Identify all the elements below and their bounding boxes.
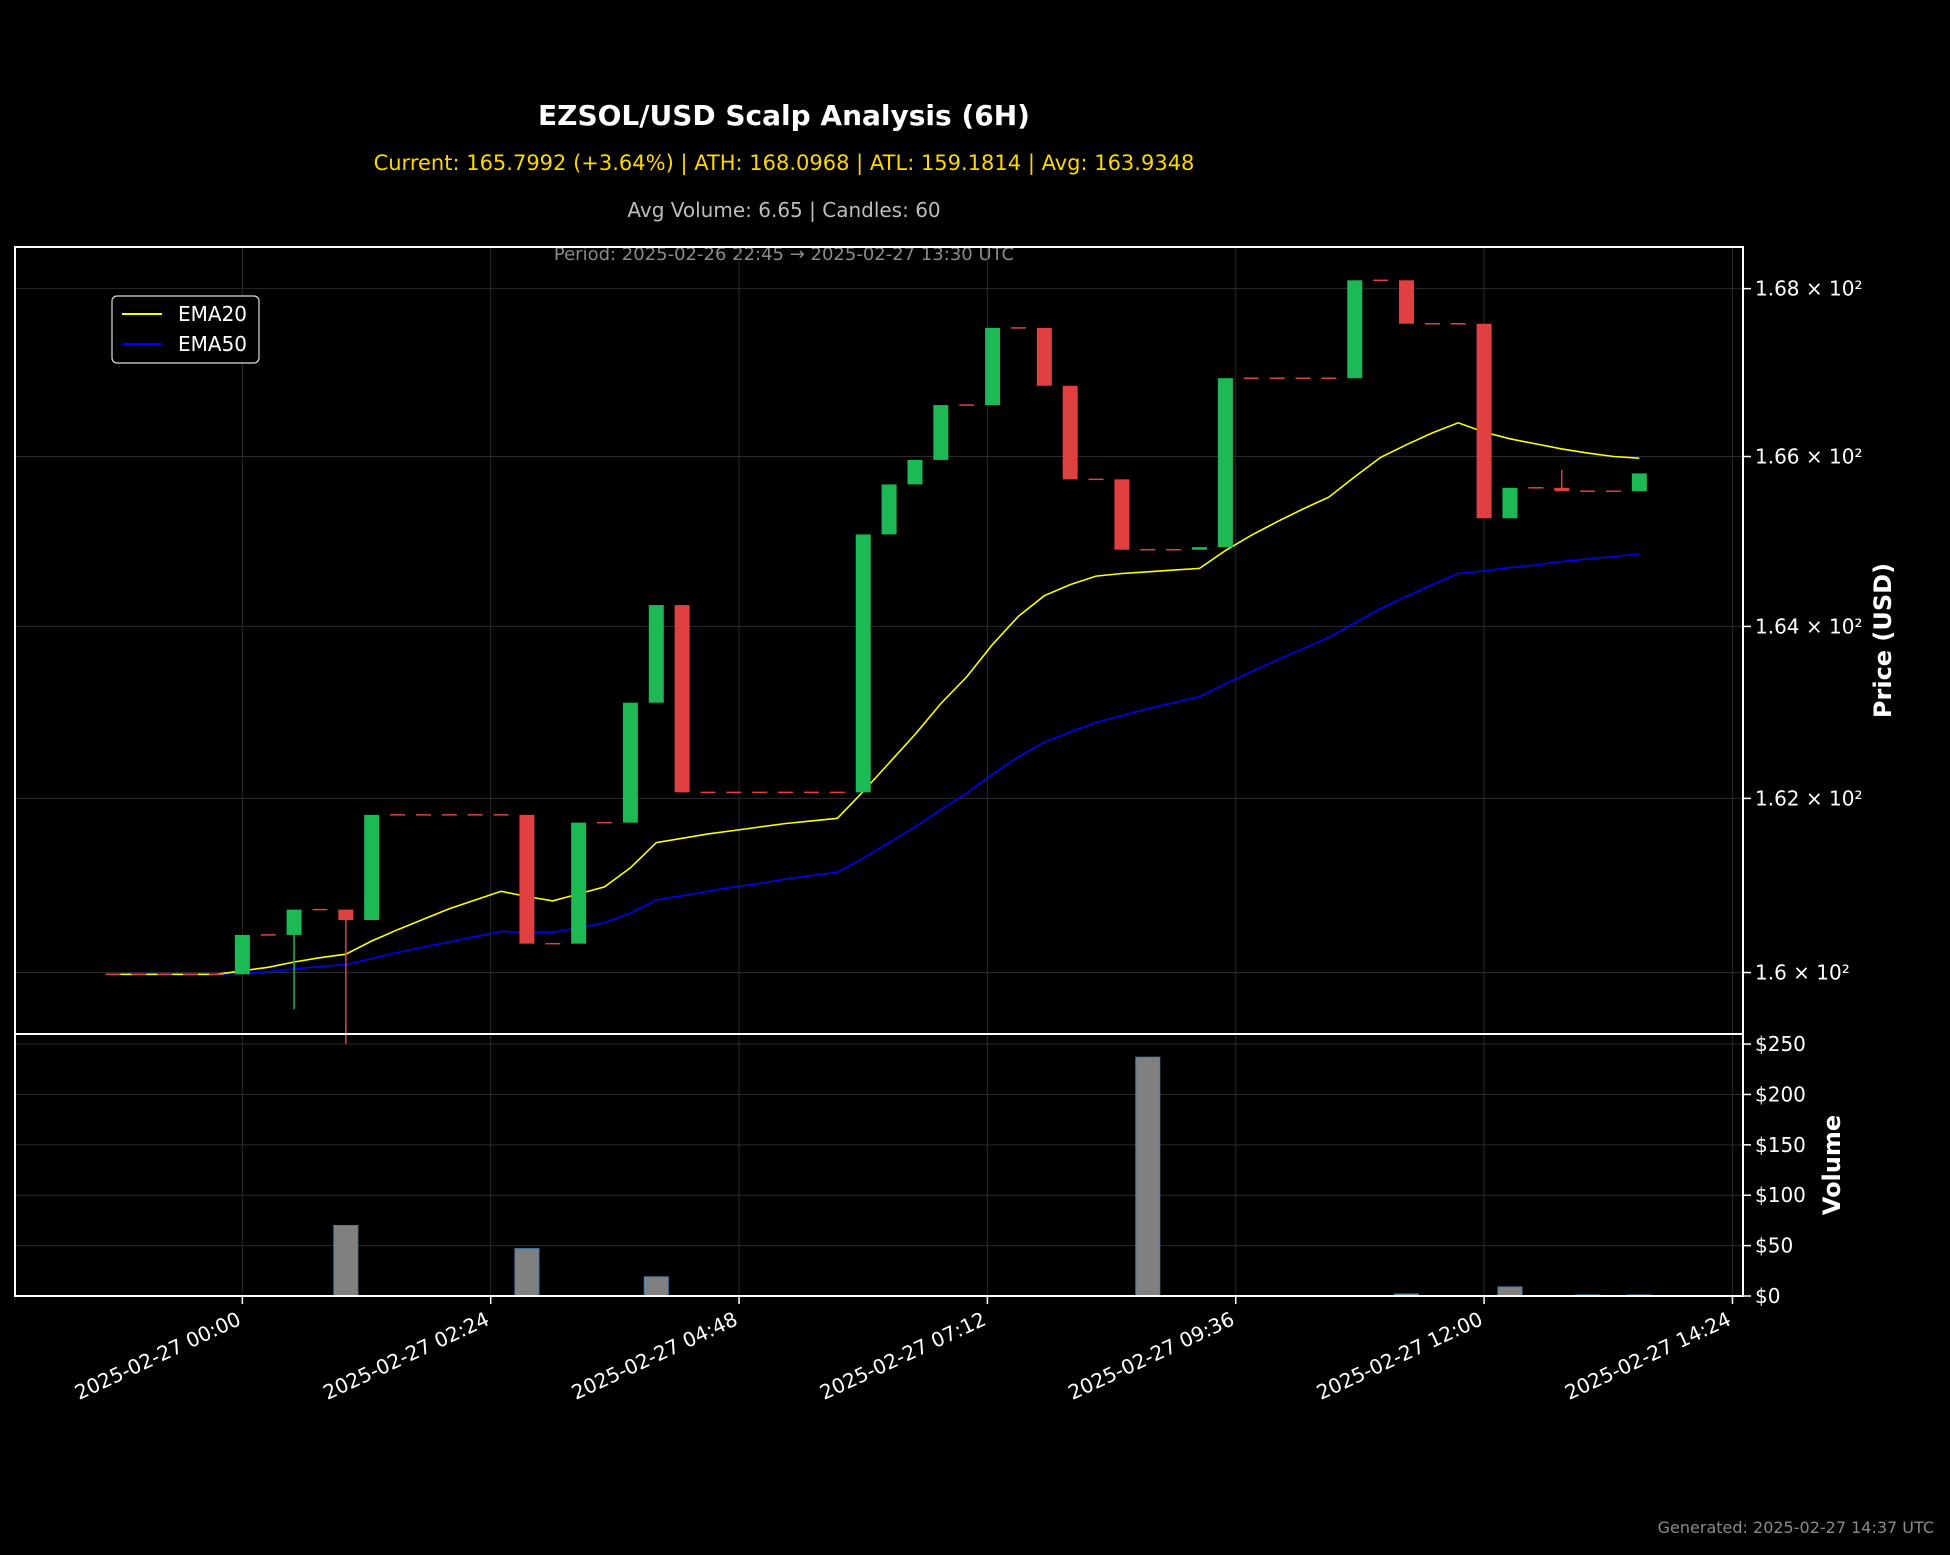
candle-body-down [1554,487,1570,492]
candle-body-up [907,459,923,485]
candle-body-up [648,605,664,703]
volume-bar [1135,1056,1161,1297]
generated-timestamp: Generated: 2025-02-27 14:37 UTC [1657,1518,1934,1537]
candle-body-up [234,934,250,975]
volume-axis-label: Volume [1818,1115,1846,1215]
candle-body-up [622,702,638,823]
volume-bar [333,1224,359,1297]
price-tick-label: 1.64 × 10² [1755,614,1862,638]
candle-body-up [1347,280,1363,379]
period-line: Period: 2025-02-26 22:45 → 2025-02-27 13… [553,244,1015,265]
price-tick-label: 1.68 × 10² [1755,277,1862,301]
chart-title: EZSOL/USD Scalp Analysis (6H) [538,99,1030,132]
price-tick-label: 1.62 × 10² [1755,786,1862,810]
candle-body-down [674,605,690,793]
volume-panel-frame [14,1033,1744,1297]
volume-bar [514,1248,540,1297]
candle-body-up [933,405,949,460]
x-tick-label: 2025-02-27 14:24 [1561,1307,1734,1405]
candle-body-up [571,822,587,944]
candle-body-down [519,814,535,944]
candle-body-up [286,909,302,935]
candle-body-up [985,327,1001,406]
x-tick-label: 2025-02-27 02:24 [319,1307,492,1405]
legend-label: EMA20 [178,302,247,326]
ema50-line [113,553,1640,976]
legend: EMA20 EMA50 [111,295,260,364]
volume-tick-label: $250 [1755,1032,1806,1056]
candle-body-up [364,814,380,921]
price-panel: 1.6 × 10² 1.62 × 10² 1.64 × 10² 1.66 × 10² 1… [14,246,1897,1045]
volume-tick-label: $0 [1755,1284,1780,1308]
x-tick-label: 2025-02-27 07:12 [816,1307,989,1405]
candle-body-up [1192,547,1208,550]
x-tick-label: 2025-02-27 09:36 [1064,1307,1237,1405]
candle-body-down [1062,385,1078,480]
price-stats-line: Current: 165.7992 (+3.64%) | ATH: 168.09… [373,151,1195,175]
price-tick-label: 1.66 × 10² [1755,445,1862,469]
volume-tick-label: $100 [1755,1183,1806,1207]
price-axis-label: Price (USD) [1869,563,1897,718]
legend-label: EMA50 [178,332,247,356]
x-tick-label: 2025-02-27 00:00 [71,1307,244,1405]
ema20-line [113,421,1640,976]
x-tick-label: 2025-02-27 12:00 [1313,1307,1486,1405]
candle-body-up [881,484,897,535]
candle-body-down [338,909,354,921]
volume-bar [643,1276,669,1297]
volume-stats-line: Avg Volume: 6.65 | Candles: 60 [627,198,941,222]
volume-bar [1497,1286,1523,1297]
price-tick-label: 1.6 × 10² [1755,961,1850,985]
candle-body-down [1476,323,1492,519]
x-tick-label: 2025-02-27 04:48 [568,1307,741,1405]
candle-body-up [1502,487,1518,519]
volume-tick-label: $200 [1755,1082,1806,1106]
candle-body-up [1217,378,1233,548]
candle-body-down [1114,479,1130,550]
candle-body-up [855,534,871,793]
volume-tick-label: $50 [1755,1234,1793,1258]
volume-tick-label: $150 [1755,1133,1806,1157]
candle-body-up [1631,473,1647,492]
legend-box [111,295,260,364]
volume-panel: 2025-02-27 00:00 2025-02-27 02:24 2025-02-… [14,1032,1846,1405]
candle-body-down [1399,280,1414,324]
candle-body-down [1036,327,1052,386]
